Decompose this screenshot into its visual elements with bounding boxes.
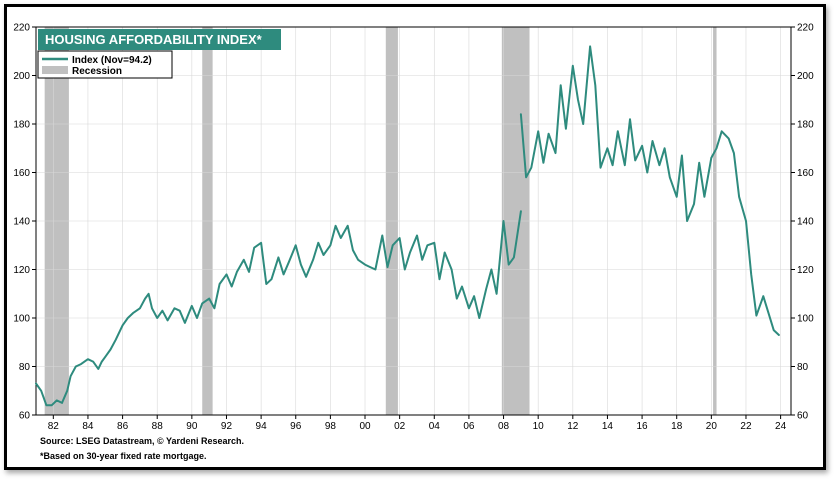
x-tick-label: 96 bbox=[290, 421, 302, 432]
x-tick-label: 86 bbox=[117, 421, 129, 432]
y-tick-label-left: 180 bbox=[13, 120, 30, 131]
x-tick-label: 06 bbox=[463, 421, 475, 432]
series-line-segment-1 bbox=[519, 45, 780, 336]
y-tick-label-left: 220 bbox=[13, 23, 30, 34]
y-tick-label-left: 200 bbox=[13, 71, 30, 82]
x-tick-label: 02 bbox=[394, 421, 406, 432]
x-tick-label: 10 bbox=[533, 421, 545, 432]
y-tick-label-right: 120 bbox=[797, 265, 814, 276]
y-tick-label-right: 220 bbox=[797, 23, 814, 34]
y-tick-label-right: 140 bbox=[797, 217, 814, 228]
chart-legend: Index (Nov=94.2) Recession bbox=[37, 50, 173, 79]
x-tick-label: 24 bbox=[775, 421, 787, 432]
y-tick-label-right: 100 bbox=[797, 314, 814, 325]
y-tick-label-right: 60 bbox=[797, 411, 809, 422]
legend-label-recession: Recession bbox=[72, 66, 122, 77]
chart-title: HOUSING AFFORDABILITY INDEX* bbox=[45, 32, 263, 47]
x-tick-label: 92 bbox=[221, 421, 233, 432]
y-tick-label-right: 180 bbox=[797, 120, 814, 131]
x-tick-label: 08 bbox=[498, 421, 510, 432]
x-tick-label: 22 bbox=[740, 421, 752, 432]
x-tick-label: 90 bbox=[186, 421, 198, 432]
y-tick-label-left: 120 bbox=[13, 265, 30, 276]
y-tick-label-right: 200 bbox=[797, 71, 814, 82]
x-tick-label: 12 bbox=[567, 421, 579, 432]
x-tick-label: 88 bbox=[152, 421, 164, 432]
source-note: Source: LSEG Datastream, © Yardeni Resea… bbox=[40, 436, 245, 446]
x-tick-label: 18 bbox=[671, 421, 683, 432]
x-tick-label: 16 bbox=[637, 421, 649, 432]
footnote-mortgage: *Based on 30-year fixed rate mortgage. bbox=[40, 451, 207, 461]
legend-box bbox=[37, 50, 173, 79]
x-tick-label: 94 bbox=[256, 421, 268, 432]
x-tick-label: 98 bbox=[325, 421, 337, 432]
y-tick-label-left: 80 bbox=[19, 362, 31, 373]
title-banner bbox=[38, 29, 281, 50]
y-tick-label-left: 140 bbox=[13, 217, 30, 228]
x-tick-label: 20 bbox=[706, 421, 718, 432]
x-tick-label: 04 bbox=[429, 421, 441, 432]
y-tick-label-left: 160 bbox=[13, 168, 30, 179]
y-tick-label-right: 160 bbox=[797, 168, 814, 179]
x-tick-label: 84 bbox=[82, 421, 94, 432]
x-tick-label: 82 bbox=[48, 421, 60, 432]
legend-label-index: Index (Nov=94.2) bbox=[72, 55, 152, 66]
series-line-segment-0 bbox=[35, 210, 522, 407]
y-tick-label-left: 100 bbox=[13, 314, 30, 325]
legend-swatch-recession bbox=[42, 66, 68, 74]
chart-frame bbox=[4, 4, 826, 470]
x-tick-label: 14 bbox=[602, 421, 614, 432]
y-tick-label-right: 80 bbox=[797, 362, 809, 373]
x-tick-label: 00 bbox=[359, 421, 371, 432]
y-tick-label-left: 60 bbox=[19, 411, 31, 422]
